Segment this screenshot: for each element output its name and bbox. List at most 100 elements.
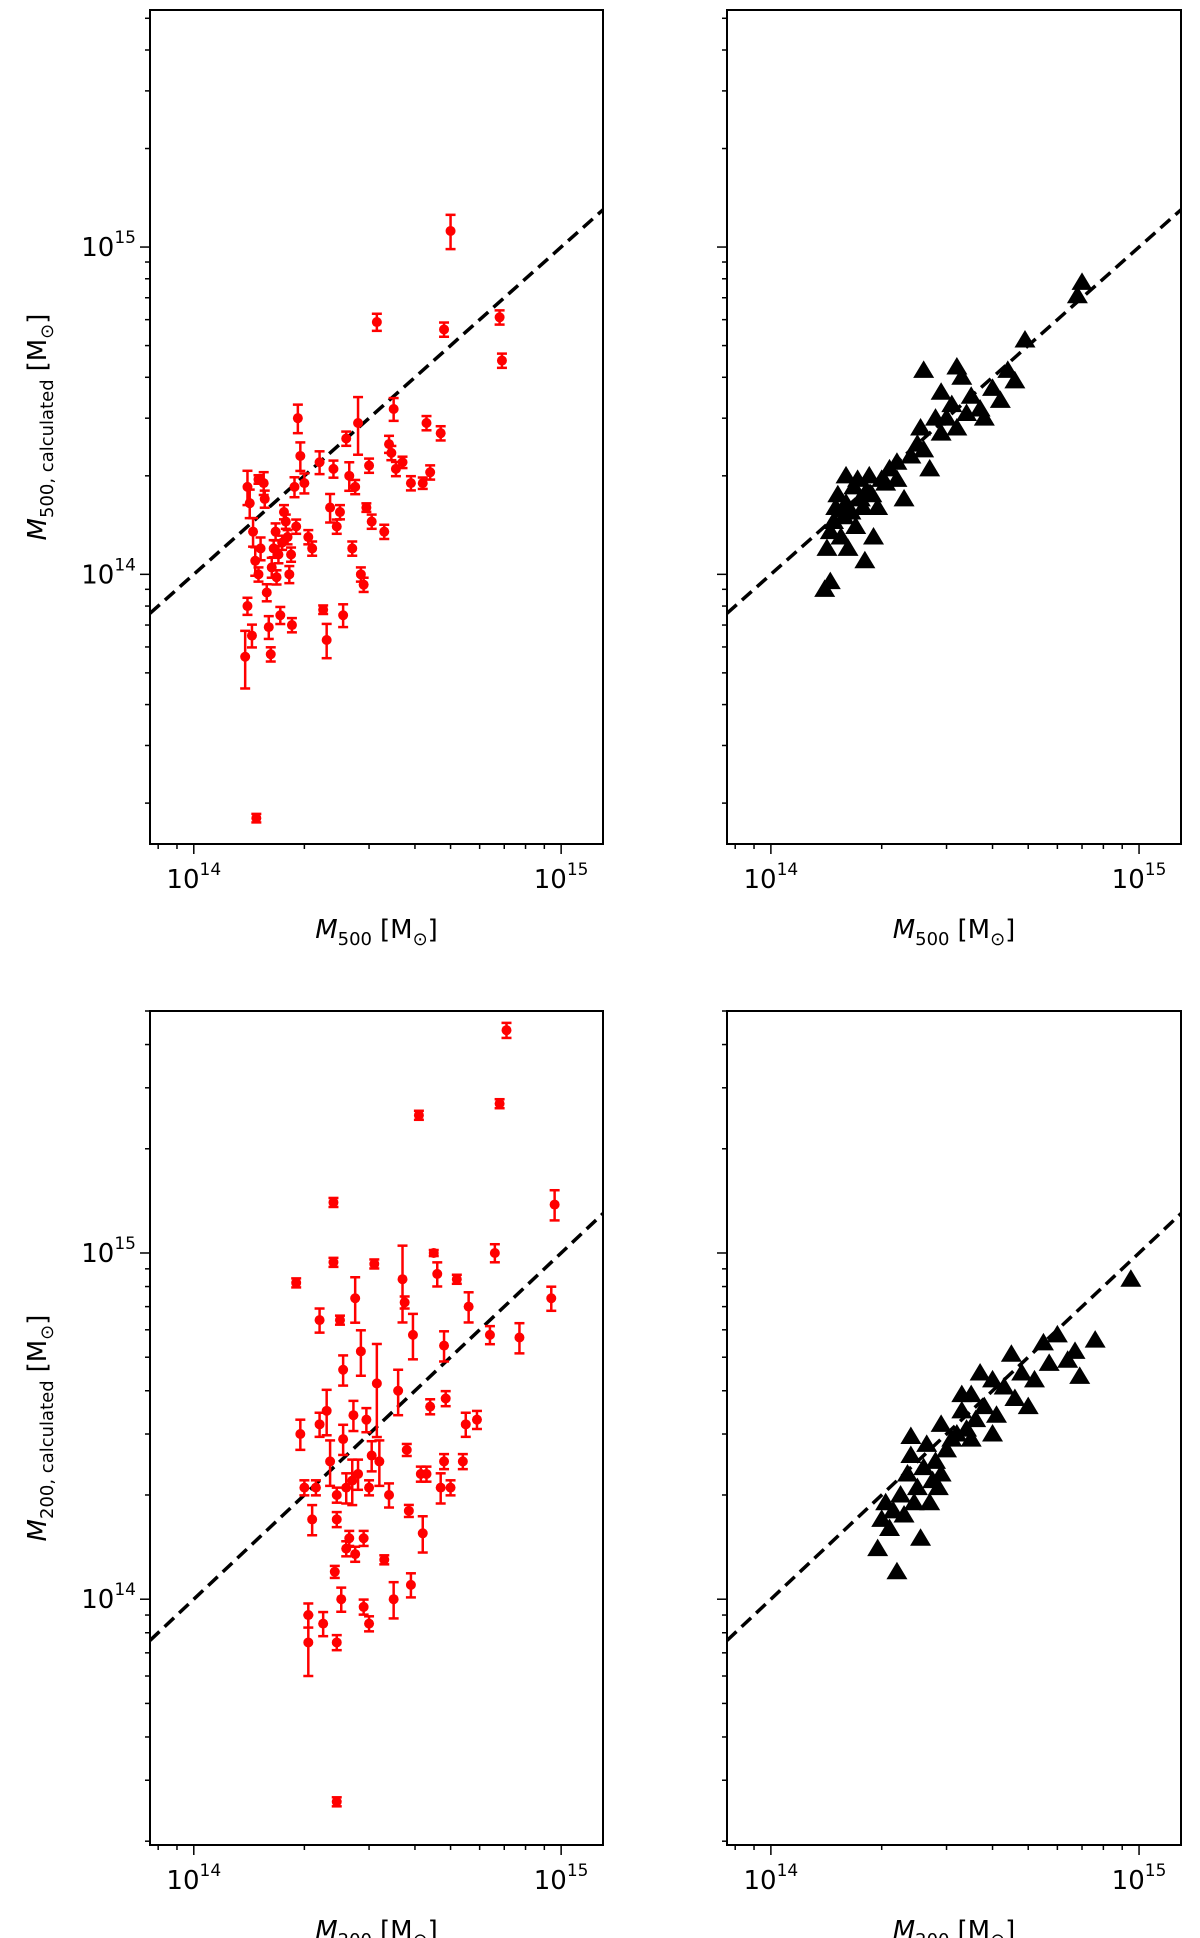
plot-frame <box>149 9 604 845</box>
data-point <box>417 1528 428 1539</box>
data-point-triangle <box>951 367 973 385</box>
panel-bottom-right: 1014 1015 M200[M⊙] <box>717 1010 1182 1938</box>
data-point <box>291 1277 302 1288</box>
data-points <box>291 1021 560 1808</box>
data-point <box>369 1258 380 1269</box>
data-point <box>457 1456 468 1467</box>
data-point <box>303 1637 314 1648</box>
data-point-triangle <box>858 465 880 484</box>
data-point <box>425 467 436 478</box>
data-point-triangle <box>960 1429 982 1447</box>
x-tick-label: 1014 <box>744 1861 799 1896</box>
data-point <box>386 447 397 458</box>
data-point <box>358 1601 369 1612</box>
data-point-triangle <box>1057 1350 1079 1368</box>
data-point <box>253 569 264 580</box>
data-point <box>248 526 259 537</box>
data-point <box>310 1482 321 1493</box>
data-point <box>334 1315 345 1326</box>
data-point <box>445 225 456 236</box>
data-point <box>439 1456 450 1467</box>
data-point <box>445 1482 456 1493</box>
data-point <box>366 516 377 527</box>
panel-top-left: 1014 1015 1014 1015 M500 [M⊙] M500, calculated… <box>23 9 604 950</box>
data-point-triangle <box>941 394 963 413</box>
y-tick-label: 1015 <box>81 228 136 263</box>
data-point-triangle <box>930 1414 952 1432</box>
data-point-triangle <box>930 382 952 400</box>
data-point <box>353 418 364 429</box>
data-point-triangle <box>989 390 1011 408</box>
data-point <box>286 620 297 631</box>
x-axis-label: M200[M⊙] <box>893 1916 1016 1938</box>
data-point-triangle <box>1046 1324 1068 1343</box>
plot-frame <box>149 1010 604 1846</box>
data-point <box>250 555 261 566</box>
data-point <box>364 1482 375 1493</box>
data-point <box>347 543 358 554</box>
data-point <box>307 1514 318 1525</box>
data-point <box>338 1364 349 1375</box>
data-point <box>401 1444 412 1455</box>
data-point <box>358 1533 369 1544</box>
data-points <box>240 213 507 824</box>
data-point <box>350 1293 361 1304</box>
data-point-triangle <box>910 417 932 436</box>
data-points <box>814 272 1093 597</box>
data-point-triangle <box>1069 1366 1091 1384</box>
data-point-triangle <box>893 1505 915 1523</box>
data-point-triangle <box>1000 1344 1022 1362</box>
data-point <box>549 1199 560 1210</box>
data-point-triangle <box>1004 370 1026 389</box>
data-point-triangle <box>993 1377 1015 1395</box>
data-point-triangle <box>867 1538 889 1557</box>
data-point <box>350 1549 361 1560</box>
data-point-triangle <box>837 538 859 556</box>
data-point <box>303 532 314 543</box>
data-point <box>286 549 297 560</box>
data-point-triangle <box>925 1451 947 1469</box>
ticks <box>140 1010 562 1855</box>
data-point <box>484 1329 495 1340</box>
data-point <box>329 1566 340 1577</box>
x-tick-label: 1015 <box>534 1861 589 1896</box>
data-point <box>295 1429 306 1440</box>
data-point <box>246 630 257 641</box>
data-point <box>379 1554 390 1565</box>
x-axis-label: M500 [M⊙] <box>893 915 1016 950</box>
data-point-triangle <box>936 1439 958 1458</box>
data-point <box>321 1405 332 1416</box>
data-point-triangle <box>840 502 862 520</box>
data-point <box>358 579 369 590</box>
data-point-triangle <box>1004 1388 1026 1406</box>
data-point-triangle <box>982 378 1004 396</box>
data-point <box>328 1197 339 1208</box>
data-point <box>292 413 303 424</box>
data-point <box>350 481 361 492</box>
data-point <box>451 1274 462 1285</box>
data-point-triangle <box>985 1405 1007 1423</box>
data-point-triangle <box>946 417 968 436</box>
data-point-triangle <box>965 1409 987 1428</box>
data-point-triangle <box>960 386 982 404</box>
data-point-triangle <box>913 360 935 378</box>
data-point-triangle <box>886 469 908 487</box>
reference-line <box>727 1212 1181 1642</box>
y-tick-label: 1014 <box>81 1580 136 1615</box>
data-point-triangle <box>1038 1353 1060 1371</box>
data-point <box>463 1301 474 1312</box>
data-point-triangle <box>919 458 941 477</box>
data-point <box>242 601 253 612</box>
data-point <box>253 474 264 485</box>
data-point <box>331 1637 342 1648</box>
data-point <box>314 1315 325 1326</box>
data-point-triangle <box>946 357 968 375</box>
data-point <box>251 813 262 824</box>
plot-frame <box>726 9 1182 845</box>
data-point <box>259 493 270 504</box>
data-point <box>244 498 255 509</box>
data-point-triangle <box>951 1384 973 1403</box>
data-point-triangle <box>1071 272 1093 290</box>
data-point <box>496 355 507 366</box>
data-point <box>546 1293 557 1304</box>
